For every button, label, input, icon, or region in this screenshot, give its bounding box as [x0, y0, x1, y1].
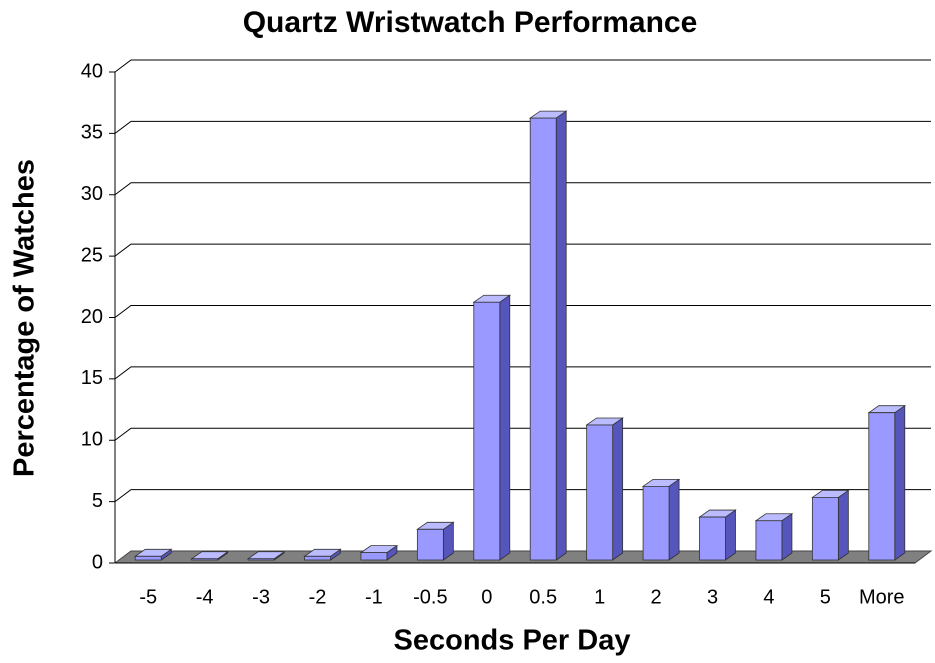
bar — [133, 548, 173, 561]
bar — [246, 551, 286, 561]
grid-line — [114, 120, 931, 134]
x-tick-label: -2 — [309, 586, 327, 608]
x-tick-label: -4 — [196, 586, 214, 608]
bar-side — [894, 404, 906, 561]
y-tick-label: 0 — [92, 551, 103, 573]
bar — [811, 489, 850, 561]
bar-front — [699, 516, 726, 561]
bar-front — [473, 301, 501, 561]
bar-side — [555, 110, 567, 561]
bar-front — [811, 496, 839, 561]
y-tick-label: 10 — [81, 429, 103, 451]
x-tick-label: 2 — [651, 586, 662, 608]
bar-front — [416, 528, 444, 561]
bar-front — [360, 552, 388, 561]
grid-line — [114, 59, 931, 73]
x-tick-label: -3 — [252, 586, 270, 608]
bar-front — [586, 424, 614, 561]
bar-front — [247, 558, 275, 561]
x-tick-label: More — [859, 586, 905, 608]
x-axis-label: Seconds Per Day — [394, 625, 631, 657]
x-tick-label: 4 — [763, 586, 774, 608]
bar — [528, 110, 568, 561]
grid-line — [114, 427, 931, 441]
grid-line — [114, 243, 931, 257]
grid-line — [114, 305, 931, 318]
bar-front — [868, 412, 896, 561]
x-tick-label: 0 — [481, 586, 492, 608]
x-tick-label: 3 — [707, 586, 718, 608]
bar — [585, 417, 624, 561]
grid-line — [114, 182, 931, 196]
x-tick-label: 0.5 — [529, 586, 557, 608]
y-tick-label: 5 — [92, 490, 103, 512]
x-tick-label: -1 — [365, 586, 383, 608]
bar-front — [642, 485, 670, 561]
bar — [754, 512, 794, 561]
y-axis-label: Percentage of Watches — [9, 159, 41, 477]
bar — [416, 521, 455, 561]
y-tick-label: 30 — [81, 183, 103, 205]
y-tick-label: 20 — [81, 306, 103, 328]
bar — [303, 548, 342, 561]
bar-side — [837, 489, 849, 561]
y-tick-label: 15 — [81, 367, 103, 389]
bar — [190, 551, 229, 561]
bar-side — [612, 417, 624, 561]
x-tick-label: 5 — [820, 586, 831, 608]
grid-line — [114, 366, 931, 380]
bar-front — [755, 520, 783, 561]
bar-side — [781, 512, 793, 561]
bar-side — [668, 478, 680, 561]
bar — [359, 544, 399, 561]
bar — [867, 404, 907, 561]
bar-side — [725, 509, 736, 561]
bar — [698, 509, 737, 561]
x-tick-label: 1 — [594, 586, 605, 608]
bar — [641, 478, 681, 561]
y-tick-label: 40 — [81, 60, 103, 82]
x-tick-label: -5 — [139, 586, 157, 608]
bar-side — [499, 294, 511, 561]
bar-front — [191, 558, 219, 561]
back-wall — [115, 60, 931, 563]
chart-title: Quartz Wristwatch Performance — [243, 6, 698, 39]
y-tick-label: 25 — [81, 244, 103, 266]
bar-front — [304, 555, 331, 561]
x-tick-label: -0.5 — [413, 586, 447, 608]
bar-front — [529, 117, 557, 561]
bar — [472, 294, 512, 561]
y-tick-label: 35 — [81, 122, 103, 144]
floor — [113, 550, 933, 564]
bar-front — [134, 555, 162, 561]
